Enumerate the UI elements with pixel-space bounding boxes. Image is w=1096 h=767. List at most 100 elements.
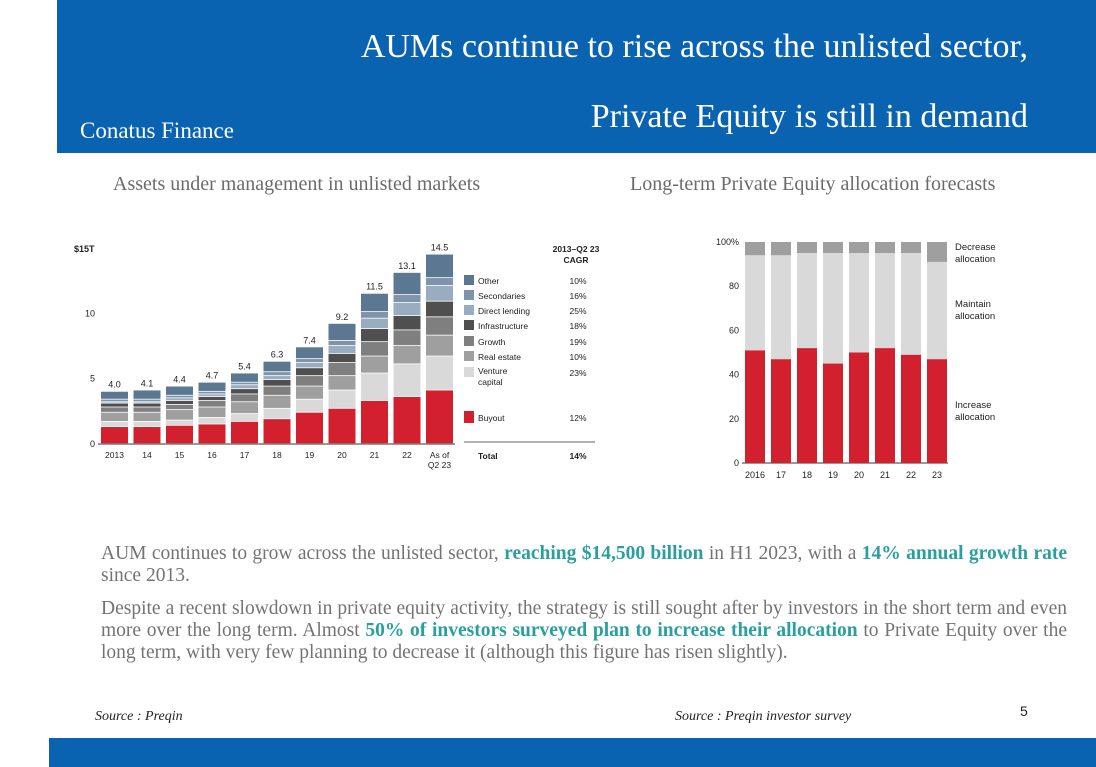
bar-infrastructure-2013 <box>101 403 128 407</box>
bar-buyout-18 <box>263 419 291 444</box>
bar-decrease-allocation-22 <box>901 242 921 254</box>
bar-venture-capital-as-of-q2-23 <box>426 356 453 390</box>
legend-cagr-infrastructure: 18% <box>569 321 586 331</box>
legend-label-growth: Growth <box>478 337 506 347</box>
bar-other-16 <box>198 382 226 391</box>
bar-venture-capital-14 <box>133 421 161 427</box>
bar-direct-lending-18 <box>263 376 291 380</box>
total-label: 14.5 <box>431 243 449 253</box>
x-tick-label: 22 <box>402 450 412 460</box>
bar-venture-capital-17 <box>231 413 258 421</box>
bar-venture-capital-15 <box>166 420 193 425</box>
bar-real-estate-21 <box>361 356 388 373</box>
bar-infrastructure-14 <box>133 403 161 407</box>
x-tick-label: 18 <box>802 470 812 480</box>
x-tick-label: 18 <box>272 450 282 460</box>
bar-secondaries-14 <box>133 399 161 402</box>
legend-swatch-direct-lending <box>464 305 474 315</box>
bar-infrastructure-19 <box>296 368 323 376</box>
bar-venture-capital-22 <box>393 364 421 397</box>
bar-venture-capital-2013 <box>101 421 128 427</box>
bar-other-15 <box>166 386 193 395</box>
bar-secondaries-2013 <box>101 399 128 402</box>
bar-other-19 <box>296 347 323 359</box>
bar-real-estate-22 <box>393 346 421 364</box>
bar-infrastructure-21 <box>361 329 388 342</box>
bar-real-estate-2013 <box>101 412 128 421</box>
bar-buyout-15 <box>166 425 193 444</box>
legend-swatch-infrastructure <box>464 320 474 330</box>
bar-venture-capital-21 <box>361 373 388 401</box>
bar-buyout-19 <box>296 412 323 444</box>
legend-header-line1: 2013–Q2 23 <box>553 244 600 254</box>
bar-growth-15 <box>166 404 193 410</box>
bar-direct-lending-2013 <box>101 402 128 403</box>
legend-label-line1: Venture <box>478 366 508 376</box>
x-tick-label-line1: As of <box>430 450 450 460</box>
bar-other-2013 <box>101 391 128 399</box>
total-label: 5.4 <box>238 361 251 371</box>
total-label: 11.5 <box>366 282 383 292</box>
bar-buyout-22 <box>393 396 421 444</box>
legend-label-infrastructure: Infrastructure <box>478 321 528 331</box>
bar-direct-lending-21 <box>361 318 388 329</box>
bar-direct-lending-14 <box>133 402 161 403</box>
bar-real-estate-20 <box>328 376 356 390</box>
bar-increase-allocation-21 <box>875 348 895 463</box>
bar-real-estate-18 <box>263 395 291 408</box>
bar-maintain-allocation-20 <box>849 253 869 353</box>
p1-highlight-growth: 14% annual growth rate <box>861 543 1068 564</box>
bar-decrease-allocation-2016 <box>745 242 765 256</box>
bar-infrastructure-22 <box>393 315 421 330</box>
bar-real-estate-15 <box>166 410 193 420</box>
bar-decrease-allocation-23 <box>927 242 947 262</box>
p2-text-a: Despite a recent slowdown in private equ… <box>101 598 1067 641</box>
right-chart-title: Long-term Private Equity allocation fore… <box>630 173 996 195</box>
legend-swatch-real-estate <box>464 351 474 361</box>
body-paragraph-2: Despite a recent slowdown in private equ… <box>101 598 1067 664</box>
y-tick-label: 100% <box>716 237 739 247</box>
y-tick-label: 40 <box>729 370 739 380</box>
legend-swatch-growth <box>464 336 474 346</box>
p1-text-a: AUM continues to grow across the unliste… <box>101 543 505 564</box>
bar-real-estate-16 <box>198 407 226 418</box>
slide-title-line1: AUMs continue to rise across the unliste… <box>360 28 1028 65</box>
bar-maintain-allocation-23 <box>927 261 947 360</box>
x-tick-label: 21 <box>880 470 890 480</box>
legend-header-line2: CAGR <box>563 255 588 265</box>
p1-text-b: in H1 2023, with a <box>703 543 862 564</box>
bar-direct-lending-15 <box>166 398 193 401</box>
x-tick-label-line2: Q2 23 <box>428 460 451 470</box>
bar-buyout-17 <box>231 421 258 444</box>
total-label: 4.0 <box>108 380 121 390</box>
header-band <box>57 0 1096 153</box>
bar-infrastructure-as-of-q2-23 <box>426 301 453 317</box>
bar-direct-lending-22 <box>393 302 421 316</box>
legend-cagr-secondaries: 16% <box>569 291 586 301</box>
total-label: 6.3 <box>271 350 284 360</box>
bar-secondaries-20 <box>328 340 356 346</box>
bar-maintain-allocation-18 <box>797 253 817 349</box>
legend-swatch-venture-capital <box>464 367 474 377</box>
series-label-line2-maintain-allocation: allocation <box>955 311 995 322</box>
bar-growth-20 <box>328 362 356 376</box>
x-tick-label: 19 <box>828 470 838 480</box>
bar-increase-allocation-22 <box>901 354 921 463</box>
x-tick-label: 20 <box>854 470 864 480</box>
bar-growth-2013 <box>101 407 128 412</box>
legend-label-buyout: Buyout <box>478 413 505 423</box>
legend-cagr-real-estate: 10% <box>569 352 586 362</box>
p1-highlight-aum: reaching $14,500 billion <box>504 543 704 564</box>
allocation-stacked-bar-chart: 0 20 40 60 80 100% 2016 17 18 19 20 21 22 23 Increase… <box>716 237 996 480</box>
legend-swatch-other <box>464 275 474 285</box>
bar-decrease-allocation-18 <box>797 242 817 254</box>
x-tick-label: 16 <box>207 450 217 460</box>
bar-infrastructure-16 <box>198 396 226 401</box>
bar-secondaries-19 <box>296 359 323 363</box>
x-tick-label: 2013 <box>105 450 124 460</box>
y-tick-label: 60 <box>729 325 739 335</box>
source-right: Source : Preqin investor survey <box>675 709 852 724</box>
legend-label-line2: capital <box>478 377 503 387</box>
bar-buyout-14 <box>133 427 161 444</box>
bar-venture-capital-20 <box>328 390 356 408</box>
